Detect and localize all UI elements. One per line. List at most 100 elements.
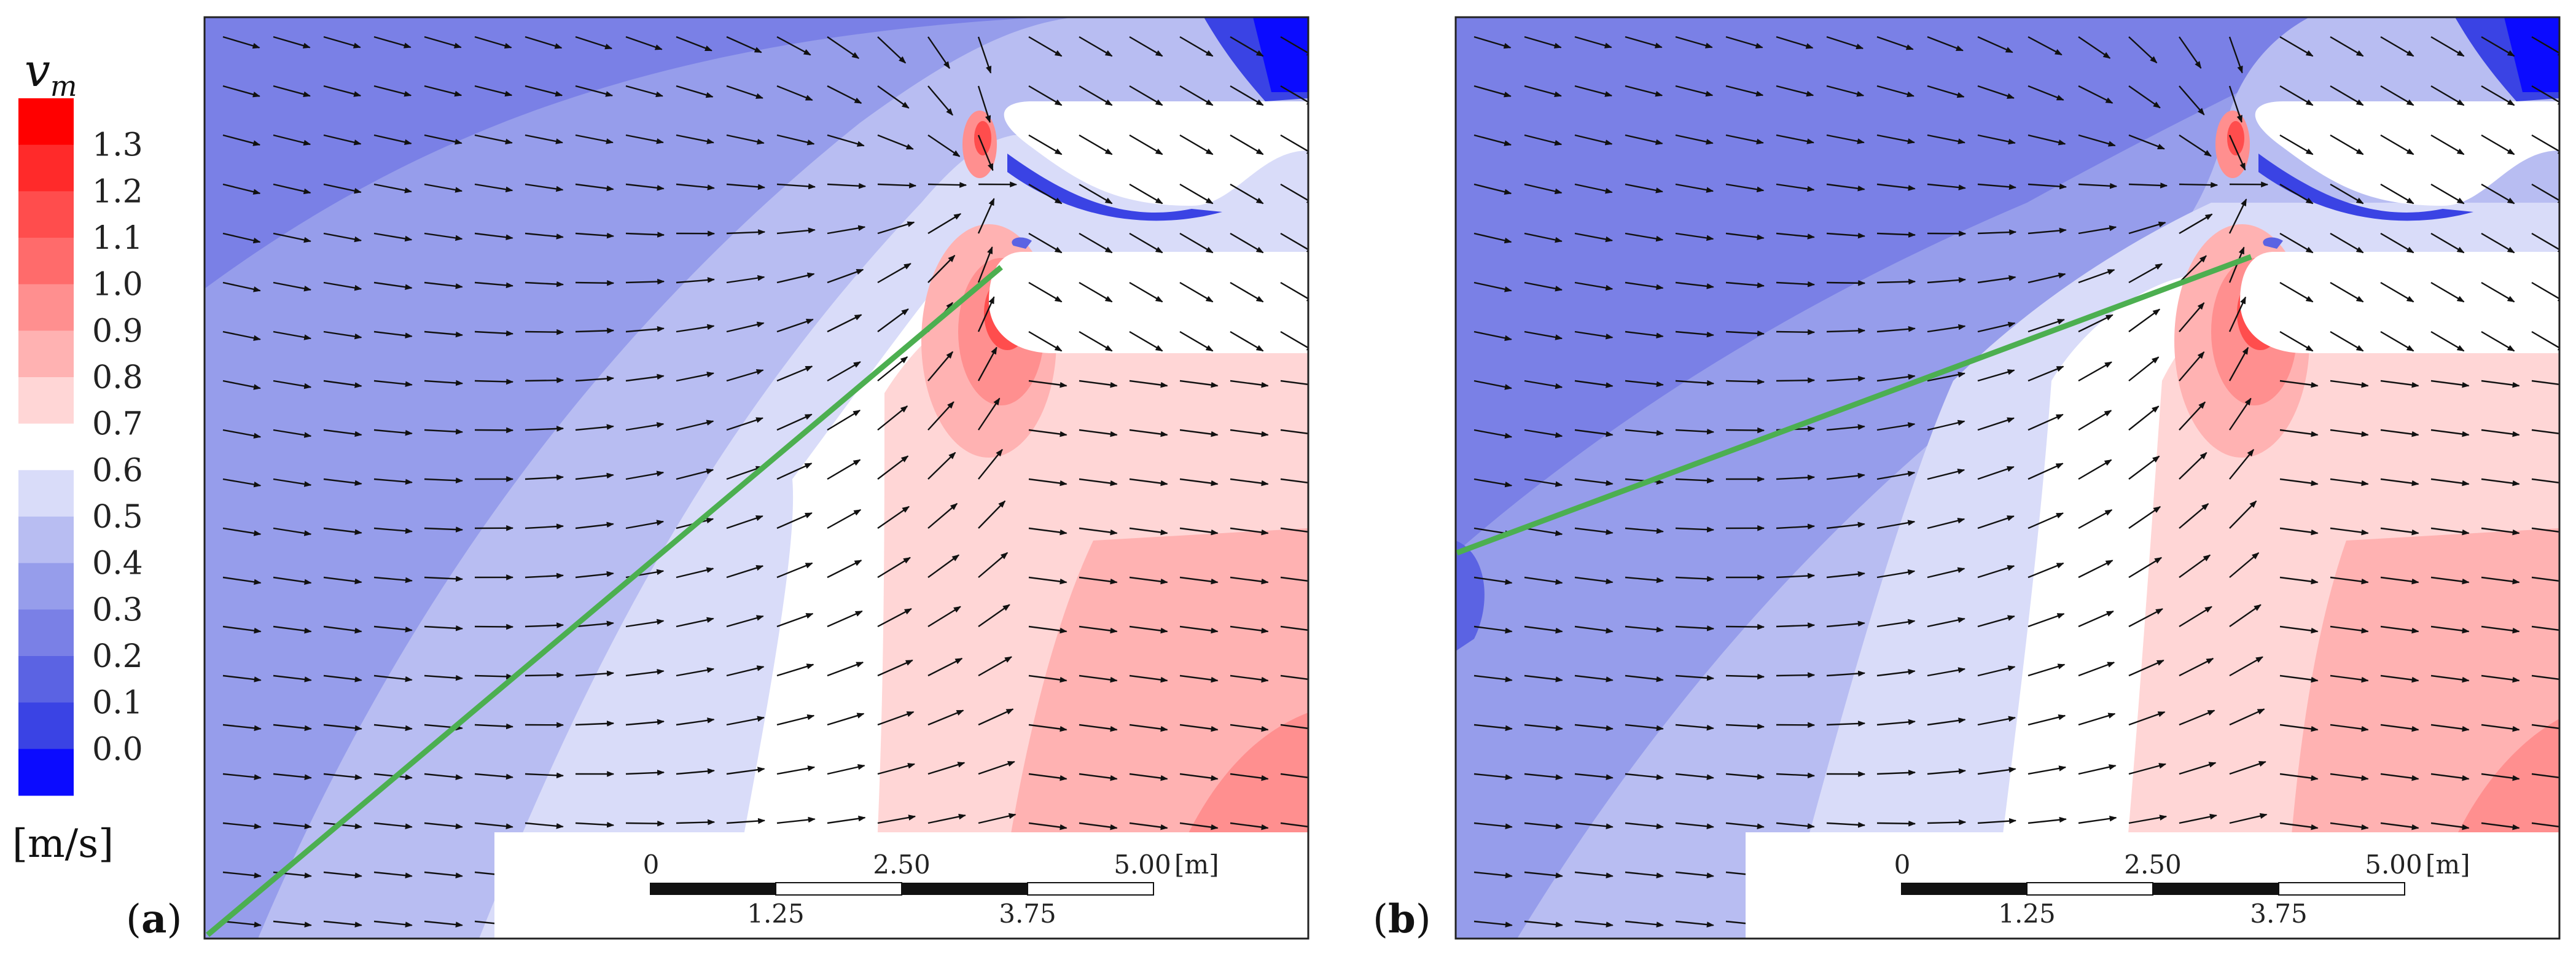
panel-a-arrow bbox=[676, 277, 715, 284]
panel-b-arrow bbox=[1927, 617, 1965, 628]
panel-a-arrow bbox=[1028, 380, 1067, 388]
panel-b-arrow bbox=[2179, 213, 2213, 235]
panel-a-arrow bbox=[827, 36, 860, 59]
scale-b-tick-3-75: 3.75 bbox=[2250, 899, 2308, 929]
panel-b-arrow bbox=[2279, 134, 2314, 155]
panel-b-scale-bar: 0 2.50 5.00 [m] 1.25 3.75 bbox=[1894, 850, 2470, 929]
panel-a-arrow bbox=[927, 182, 967, 188]
panel-a-arrow bbox=[827, 713, 865, 726]
panel-b-arrow bbox=[2279, 576, 2319, 585]
panel-b-arrow bbox=[1675, 85, 1714, 97]
panel-b-arrow bbox=[2279, 478, 2319, 486]
panel-a-arrow bbox=[877, 134, 914, 150]
scale-a-tick-5-00: 5.00 bbox=[1114, 850, 1171, 880]
panel-b-arrow bbox=[1876, 134, 1915, 144]
panel-b-arrow bbox=[1574, 330, 1614, 340]
panel-a-arrow bbox=[474, 36, 512, 49]
panel-a-arrow bbox=[474, 822, 513, 829]
panel-a-arrow bbox=[1280, 822, 1308, 828]
panel-a-arrow bbox=[373, 625, 413, 633]
panel-b-arrow bbox=[2380, 183, 2414, 205]
panel-a-arrow bbox=[1129, 527, 1168, 536]
panel-a-arrow bbox=[625, 85, 663, 98]
panel-a-arrow bbox=[1028, 773, 1067, 781]
panel-b-arrow bbox=[1524, 134, 1563, 146]
panel-b-arrow bbox=[2128, 134, 2165, 150]
panel-a-arrow bbox=[373, 183, 412, 193]
panel-a-arrow bbox=[776, 612, 814, 628]
panel-a-arrow bbox=[222, 871, 262, 878]
panel-b-arrow bbox=[1473, 625, 1513, 634]
panel-a-arrow bbox=[726, 85, 763, 99]
panel-a-arrow bbox=[373, 527, 413, 534]
panel-b-arrow bbox=[1876, 669, 1916, 677]
panel-b-arrow bbox=[1826, 327, 1866, 334]
panel-b-arrow bbox=[1524, 871, 1563, 878]
panel-b-arrow bbox=[2380, 478, 2419, 486]
panel-b-arrow bbox=[1776, 772, 1816, 779]
panel-b-arrow bbox=[2179, 554, 2211, 578]
panel-a-arrow bbox=[1129, 576, 1168, 585]
panel-b-arrow bbox=[1826, 36, 1864, 50]
panel-b: 0 2.50 5.00 [m] 1.25 3.75 (b) bbox=[1373, 16, 2561, 942]
panel-b-arrow bbox=[1473, 183, 1512, 195]
panel-b-arrow bbox=[2531, 478, 2559, 484]
panel-b-arrow bbox=[1675, 380, 1715, 386]
panel-a-arrow bbox=[474, 378, 514, 385]
panel-a-label: (a) bbox=[126, 896, 182, 942]
panel-a-arrow bbox=[1028, 576, 1067, 585]
panel-a-arrow bbox=[625, 770, 665, 776]
panel-a-arrow bbox=[625, 134, 664, 144]
panel-b-arrow bbox=[2128, 221, 2166, 235]
panel-b-arrow bbox=[1473, 380, 1512, 390]
panel-b-arrow bbox=[1977, 466, 2015, 480]
panel-b-arrow bbox=[2078, 85, 2113, 104]
panel-a-arrow bbox=[726, 466, 763, 480]
panel-a-arrow bbox=[273, 330, 312, 340]
panel-b-arrow bbox=[1675, 920, 1714, 928]
panel-a-arrow bbox=[977, 36, 992, 74]
panel-b-arrow bbox=[1776, 523, 1816, 529]
panel-b-arrow bbox=[1725, 330, 1765, 337]
panel-a-arrow bbox=[273, 36, 311, 49]
panel-a-arrow bbox=[273, 380, 312, 389]
panel-b-arrow bbox=[1675, 674, 1714, 681]
panel-a-arrow bbox=[1280, 429, 1308, 435]
panel-a-arrow bbox=[1079, 527, 1118, 536]
panel-b-arrow bbox=[2179, 709, 2215, 726]
panel-a-arrow bbox=[1129, 232, 1163, 254]
panel-b-arrow bbox=[2330, 527, 2369, 536]
panel-a-arrow bbox=[1079, 625, 1118, 634]
panel-a-arrow bbox=[776, 183, 816, 190]
panel-b-arrow bbox=[1473, 674, 1513, 682]
panel-b-arrow bbox=[2430, 773, 2470, 781]
panel-b-arrow bbox=[2179, 657, 2214, 677]
panel-a-arrow bbox=[525, 523, 564, 529]
panel-b-arrow bbox=[2481, 674, 2520, 683]
panel-b-arrow bbox=[1675, 822, 1714, 829]
panel-b-arrow bbox=[1826, 721, 1866, 727]
legend-swatch-12 bbox=[18, 656, 74, 703]
panel-b-arrow bbox=[2179, 351, 2205, 381]
panel-b-arrow bbox=[1927, 517, 1965, 529]
panel-b-arrow bbox=[1977, 183, 2016, 190]
panel-b-arrow bbox=[1927, 567, 1965, 579]
panel-a-arrow bbox=[424, 920, 463, 928]
panel-b-arrow bbox=[1473, 871, 1513, 878]
panel-a-arrow bbox=[525, 474, 564, 481]
panel-b-arrow bbox=[2330, 822, 2369, 830]
panel-b-arrow bbox=[1927, 819, 1967, 826]
panel-b-arrow bbox=[2229, 448, 2255, 480]
panel-b-arrow bbox=[1574, 674, 1614, 682]
panel-a-arrow bbox=[978, 397, 1001, 431]
panel-b-arrow bbox=[2380, 674, 2419, 683]
panel-b-arrow bbox=[2481, 183, 2515, 205]
panel-a-arrow bbox=[625, 520, 665, 529]
legend-unit: [m/s] bbox=[12, 821, 114, 867]
panel-a-arrow bbox=[575, 134, 614, 144]
panel-a-arrow bbox=[474, 773, 513, 780]
panel-a-arrow bbox=[726, 564, 764, 579]
panel-b-arrow bbox=[2128, 308, 2161, 332]
panel-a-arrow bbox=[927, 85, 953, 116]
panel-a-arrow bbox=[1179, 281, 1214, 303]
